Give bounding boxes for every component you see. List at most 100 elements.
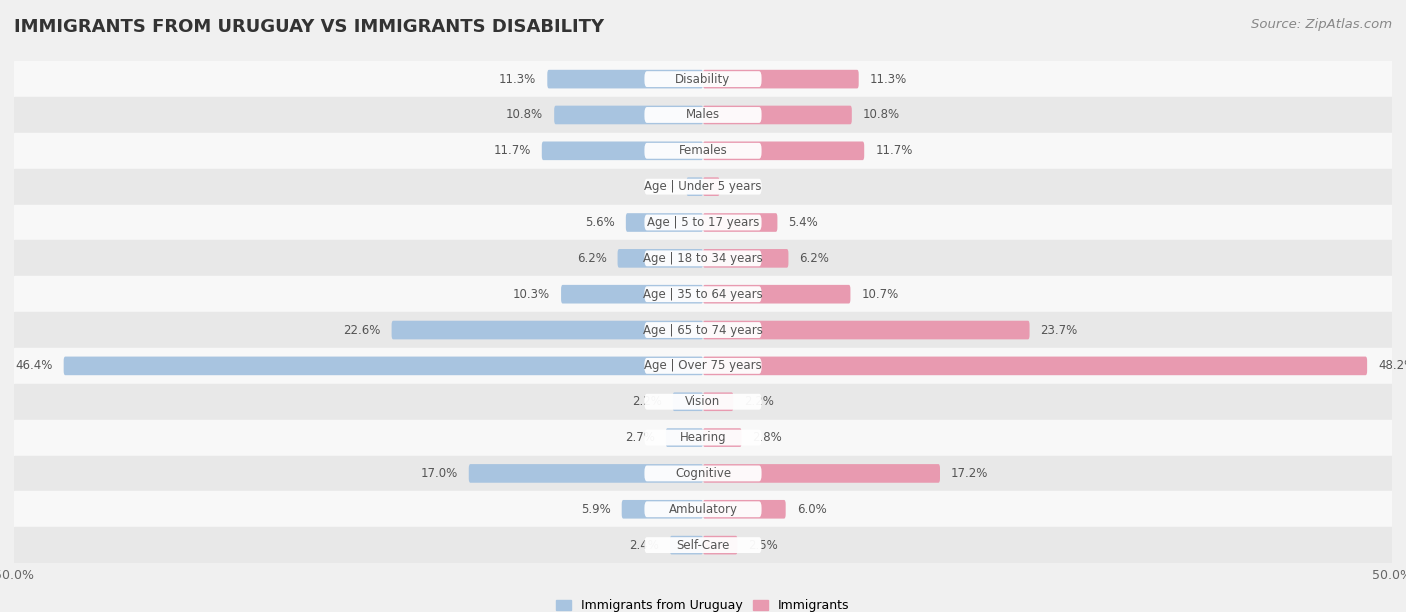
Bar: [14, 133, 1392, 169]
Text: 5.4%: 5.4%: [789, 216, 818, 229]
FancyBboxPatch shape: [703, 249, 789, 267]
FancyBboxPatch shape: [468, 464, 703, 483]
Text: Age | Over 75 years: Age | Over 75 years: [644, 359, 762, 372]
Text: 10.8%: 10.8%: [506, 108, 543, 121]
Text: Cognitive: Cognitive: [675, 467, 731, 480]
Text: 6.2%: 6.2%: [800, 252, 830, 265]
FancyBboxPatch shape: [644, 71, 762, 87]
FancyBboxPatch shape: [703, 285, 851, 304]
FancyBboxPatch shape: [703, 177, 720, 196]
FancyBboxPatch shape: [561, 285, 703, 304]
Text: Disability: Disability: [675, 73, 731, 86]
Text: 11.3%: 11.3%: [870, 73, 907, 86]
Text: 1.2%: 1.2%: [731, 180, 761, 193]
Text: 6.0%: 6.0%: [797, 503, 827, 516]
FancyBboxPatch shape: [703, 464, 941, 483]
Text: 23.7%: 23.7%: [1040, 324, 1078, 337]
Bar: [14, 169, 1392, 204]
FancyBboxPatch shape: [644, 250, 762, 266]
FancyBboxPatch shape: [703, 428, 741, 447]
Text: 48.2%: 48.2%: [1378, 359, 1406, 372]
Text: Age | 5 to 17 years: Age | 5 to 17 years: [647, 216, 759, 229]
FancyBboxPatch shape: [703, 536, 738, 554]
Text: Age | 65 to 74 years: Age | 65 to 74 years: [643, 324, 763, 337]
Bar: [14, 61, 1392, 97]
Text: 6.2%: 6.2%: [576, 252, 606, 265]
Text: Source: ZipAtlas.com: Source: ZipAtlas.com: [1251, 18, 1392, 31]
FancyBboxPatch shape: [644, 215, 762, 231]
Text: 17.2%: 17.2%: [950, 467, 988, 480]
FancyBboxPatch shape: [703, 70, 859, 89]
Text: Ambulatory: Ambulatory: [668, 503, 738, 516]
FancyBboxPatch shape: [703, 357, 1367, 375]
FancyBboxPatch shape: [644, 537, 762, 553]
Text: Females: Females: [679, 144, 727, 157]
FancyBboxPatch shape: [644, 466, 762, 482]
FancyBboxPatch shape: [666, 428, 703, 447]
Bar: [14, 204, 1392, 241]
FancyBboxPatch shape: [669, 536, 703, 554]
Text: Males: Males: [686, 108, 720, 121]
FancyBboxPatch shape: [644, 107, 762, 123]
FancyBboxPatch shape: [541, 141, 703, 160]
FancyBboxPatch shape: [672, 392, 703, 411]
Text: Age | 35 to 64 years: Age | 35 to 64 years: [643, 288, 763, 300]
Text: 11.3%: 11.3%: [499, 73, 536, 86]
FancyBboxPatch shape: [554, 106, 703, 124]
Text: Hearing: Hearing: [679, 431, 727, 444]
FancyBboxPatch shape: [703, 321, 1029, 340]
Bar: [14, 348, 1392, 384]
Text: IMMIGRANTS FROM URUGUAY VS IMMIGRANTS DISABILITY: IMMIGRANTS FROM URUGUAY VS IMMIGRANTS DI…: [14, 18, 605, 36]
FancyBboxPatch shape: [703, 500, 786, 518]
FancyBboxPatch shape: [703, 106, 852, 124]
FancyBboxPatch shape: [703, 141, 865, 160]
FancyBboxPatch shape: [644, 286, 762, 302]
Text: 2.5%: 2.5%: [748, 539, 778, 551]
Bar: [14, 97, 1392, 133]
FancyBboxPatch shape: [644, 501, 762, 517]
FancyBboxPatch shape: [703, 392, 734, 411]
Text: 17.0%: 17.0%: [420, 467, 458, 480]
Bar: [14, 312, 1392, 348]
Text: 2.8%: 2.8%: [752, 431, 782, 444]
FancyBboxPatch shape: [617, 249, 703, 267]
FancyBboxPatch shape: [547, 70, 703, 89]
Bar: [14, 276, 1392, 312]
FancyBboxPatch shape: [644, 322, 762, 338]
Text: 11.7%: 11.7%: [875, 144, 912, 157]
Text: 2.4%: 2.4%: [628, 539, 659, 551]
Bar: [14, 384, 1392, 420]
FancyBboxPatch shape: [626, 213, 703, 232]
Text: 5.9%: 5.9%: [581, 503, 610, 516]
Text: 11.7%: 11.7%: [494, 144, 531, 157]
FancyBboxPatch shape: [644, 430, 762, 446]
Text: 22.6%: 22.6%: [343, 324, 381, 337]
Text: 1.2%: 1.2%: [645, 180, 675, 193]
FancyBboxPatch shape: [644, 143, 762, 159]
Text: 2.7%: 2.7%: [624, 431, 655, 444]
Text: Vision: Vision: [685, 395, 721, 408]
Text: 10.8%: 10.8%: [863, 108, 900, 121]
Bar: [14, 241, 1392, 276]
Bar: [14, 420, 1392, 455]
FancyBboxPatch shape: [644, 179, 762, 195]
FancyBboxPatch shape: [644, 394, 762, 409]
FancyBboxPatch shape: [686, 177, 703, 196]
Text: 10.7%: 10.7%: [862, 288, 898, 300]
FancyBboxPatch shape: [392, 321, 703, 340]
Text: 10.3%: 10.3%: [513, 288, 550, 300]
Text: 46.4%: 46.4%: [15, 359, 52, 372]
Text: 2.2%: 2.2%: [631, 395, 662, 408]
Text: 5.6%: 5.6%: [585, 216, 614, 229]
Text: Self-Care: Self-Care: [676, 539, 730, 551]
FancyBboxPatch shape: [703, 213, 778, 232]
Bar: [14, 527, 1392, 563]
Bar: [14, 455, 1392, 491]
Text: 2.2%: 2.2%: [744, 395, 775, 408]
Bar: [14, 491, 1392, 527]
FancyBboxPatch shape: [63, 357, 703, 375]
Legend: Immigrants from Uruguay, Immigrants: Immigrants from Uruguay, Immigrants: [551, 594, 855, 612]
Text: Age | Under 5 years: Age | Under 5 years: [644, 180, 762, 193]
Text: Age | 18 to 34 years: Age | 18 to 34 years: [643, 252, 763, 265]
FancyBboxPatch shape: [621, 500, 703, 518]
